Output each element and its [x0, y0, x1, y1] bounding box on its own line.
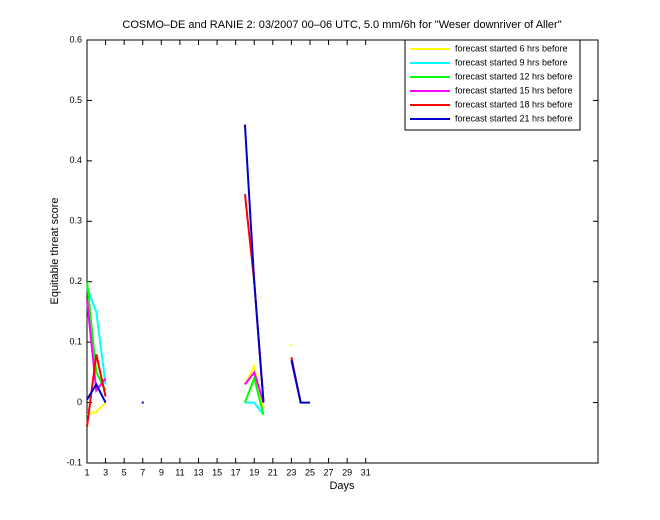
x-tick-label: 27 [324, 467, 334, 477]
series-line [86, 382, 107, 404]
series-line [86, 401, 107, 416]
x-tick-label: 25 [305, 467, 315, 477]
x-tick-label: 23 [286, 467, 296, 477]
y-tick-label: 0.3 [69, 216, 82, 226]
series-line [86, 287, 107, 385]
x-tick-label: 11 [175, 467, 184, 477]
x-tick-label: 19 [249, 467, 259, 477]
series-line [244, 401, 265, 416]
legend-box [404, 39, 581, 131]
x-tick-label: 1 [84, 467, 89, 477]
y-tick-label: 0.2 [69, 276, 82, 286]
x-tick-label: 7 [140, 467, 145, 477]
series-line [243, 124, 265, 403]
data-point [290, 344, 293, 347]
legend-label: forecast started 18 hrs before [455, 99, 573, 109]
y-tick-label: -0.1 [66, 457, 82, 467]
chart-title: COSMO–DE and RANIE 2: 03/2007 00–06 UTC,… [122, 19, 561, 31]
legend-label: forecast started 6 hrs before [455, 43, 568, 53]
legend-label: forecast started 15 hrs before [455, 85, 573, 95]
x-tick-label: 15 [212, 467, 222, 477]
x-tick-label: 21 [268, 467, 278, 477]
legend-label: forecast started 21 hrs before [455, 113, 573, 123]
y-tick-label: 0.5 [69, 95, 82, 105]
series-line [244, 375, 265, 415]
x-tick-label: 13 [193, 467, 203, 477]
y-tick-label: 0 [77, 397, 82, 407]
x-tick-label: 9 [159, 467, 164, 477]
x-tick-label: 29 [342, 467, 352, 477]
data-point [141, 401, 144, 404]
legend-label: forecast started 9 hrs before [455, 57, 568, 67]
series-line [244, 370, 265, 403]
series-line [86, 354, 107, 427]
y-tick-label: 0.1 [69, 337, 82, 347]
x-tick-label: 5 [122, 467, 127, 477]
x-tick-label: 17 [231, 467, 241, 477]
series-line [290, 360, 310, 404]
x-axis-label: Days [329, 480, 355, 492]
y-tick-label: 0.6 [69, 34, 82, 44]
y-tick-label: 0.4 [69, 155, 82, 165]
x-tick-label: 3 [103, 467, 108, 477]
y-axis-label: Equitable threat score [49, 197, 61, 304]
x-tick-label: 31 [361, 467, 371, 477]
legend-label: forecast started 12 hrs before [455, 71, 573, 81]
